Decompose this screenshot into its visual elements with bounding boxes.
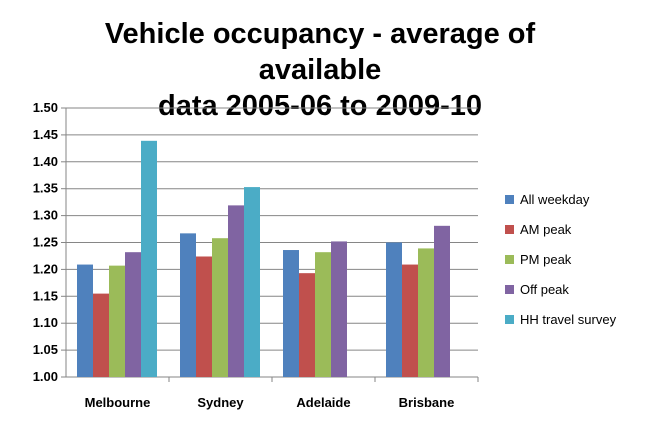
y-tick-label: 1.15: [33, 288, 58, 303]
bar-off-peak: [331, 241, 347, 377]
legend-swatch: [505, 195, 514, 204]
bar-all-weekday: [77, 264, 93, 377]
y-tick-label: 1.50: [33, 100, 58, 115]
bar-pm-peak: [212, 238, 228, 377]
y-tick-label: 1.20: [33, 261, 58, 276]
legend-label: Off peak: [520, 282, 569, 297]
legend-swatch: [505, 315, 514, 324]
y-tick-label: 1.05: [33, 342, 58, 357]
chart-title-line1: Vehicle occupancy - average of available: [104, 18, 536, 86]
bar-am-peak: [402, 264, 418, 377]
bar-all-weekday: [386, 242, 402, 377]
bar-pm-peak: [418, 248, 434, 377]
bar-hh-travel-survey: [141, 140, 157, 377]
legend-swatch: [505, 225, 514, 234]
bar-pm-peak: [109, 265, 125, 377]
y-tick-label: 1.45: [33, 127, 58, 142]
legend-swatch: [505, 285, 514, 294]
bar-off-peak: [434, 225, 450, 377]
chart-title-line2: data 2005-06 to 2009-10: [157, 90, 483, 122]
y-tick-label: 1.25: [33, 235, 58, 250]
legend-label: PM peak: [520, 252, 572, 267]
x-tick-label: Sydney: [197, 395, 244, 410]
y-tick-label: 1.00: [33, 369, 58, 384]
legend-swatch: [505, 255, 514, 264]
bar-off-peak: [125, 252, 141, 377]
y-tick-label: 1.35: [33, 181, 58, 196]
bar-all-weekday: [180, 233, 196, 377]
legend-label: HH travel survey: [520, 312, 617, 327]
bar-hh-travel-survey: [244, 187, 260, 377]
legend-label: AM peak: [520, 222, 572, 237]
x-tick-label: Adelaide: [296, 395, 350, 410]
bar-am-peak: [299, 273, 315, 377]
x-tick-label: Melbourne: [85, 395, 151, 410]
bar-all-weekday: [283, 250, 299, 377]
y-tick-label: 1.30: [33, 208, 58, 223]
bar-am-peak: [93, 293, 109, 377]
y-tick-label: 1.10: [33, 315, 58, 330]
legend-label: All weekday: [520, 192, 590, 207]
bar-off-peak: [228, 205, 244, 377]
chart-title: Vehicle occupancy - average of available…: [40, 16, 600, 124]
x-tick-label: Brisbane: [399, 395, 455, 410]
bar-am-peak: [196, 256, 212, 377]
bar-pm-peak: [315, 252, 331, 377]
y-tick-label: 1.40: [33, 154, 58, 169]
